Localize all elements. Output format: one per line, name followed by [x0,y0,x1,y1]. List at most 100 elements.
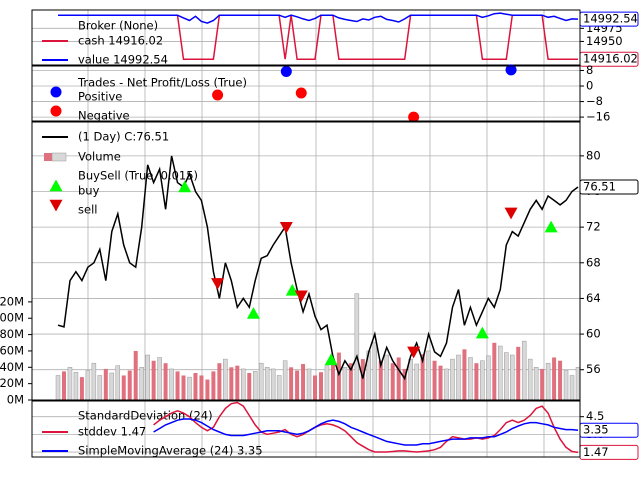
volume-bar [521,340,527,401]
volume-bar [552,357,557,400]
y-tick-label: 8 [586,63,593,77]
value-box-label: 1.47 [583,445,609,459]
legend-swatch [49,179,63,192]
sell-marker [504,207,518,220]
volume-tick-label: 60M [0,343,24,357]
sell-marker [211,278,225,290]
volume-bar [348,363,353,400]
volume-bar [563,370,569,401]
volume-bar [402,368,407,400]
volume-bar [199,375,204,400]
volume-bar [533,367,539,401]
y-tick-label: −16 [586,110,610,124]
volume-bar [486,355,491,401]
buy-marker [324,353,338,366]
y-tick-label: 80 [586,148,601,162]
volume-bar [426,350,431,401]
sell-marker [294,290,308,303]
volume-bar [55,375,61,401]
value-box-label: 76.51 [583,179,616,193]
volume-bar [336,352,341,400]
volume-bar [516,346,521,400]
value-box-label: 3.35 [583,423,609,437]
legend-label: Positive [78,90,122,104]
legend-label: SimpleMovingAverage (24) 3.35 [78,444,263,458]
volume-bar [205,379,210,400]
buy-marker [246,307,260,319]
volume-tick-label: 40M [0,360,24,374]
y-tick-label: 56 [586,362,601,376]
series-line [153,418,579,446]
volume-bar [324,365,330,401]
trade-point [505,64,517,76]
volume-bar [480,360,485,401]
buy-marker [178,180,192,193]
volume-bar [450,358,455,401]
volume-bar [103,368,108,400]
volume-bar [569,375,575,401]
volume-bar [264,367,270,401]
y-tick-label: 72 [586,220,601,234]
volume-tick-label: 0M [7,393,24,407]
legend-title: Trades - Net Profit/Loss (True) [77,76,247,90]
buy-marker [544,220,558,233]
volume-bar [462,349,467,400]
volume-bar [252,371,258,401]
legend-swatch [49,199,63,212]
y-tick-label: 64 [586,291,601,305]
trade-point [408,111,420,123]
volume-bar [510,354,515,401]
volume-bar [360,359,365,400]
volume-bar [247,373,252,400]
y-tick-label: 14950 [586,34,623,48]
panel-background [32,401,580,457]
volume-bar [270,368,276,401]
volume-bar [432,360,437,400]
legend-swatch [50,86,62,98]
volume-bar [527,358,533,401]
series-line [153,401,579,454]
trade-point [295,87,307,99]
volume-bar [85,370,91,401]
volume-bar [229,367,234,400]
buy-marker [285,283,299,296]
y-tick-label: 0 [586,79,593,93]
volume-bar [157,357,162,401]
volume-bar [235,365,240,400]
legend-label: sell [78,203,97,217]
volume-bar [175,371,180,400]
volume-bar [318,372,323,400]
volume-bar [258,362,264,401]
legend-label: stddev 1.47 [78,425,146,439]
volume-tick-label: 20M [0,376,24,390]
value-box-label: 14916.02 [583,52,638,66]
volume-bar [558,360,563,400]
volume-bar [456,354,461,401]
volume-bar [474,363,479,400]
volume-bar [306,368,312,401]
trade-point [280,65,292,77]
volume-bar [61,371,66,400]
volume-bar [396,357,401,400]
legend-label: Negative [78,109,130,123]
volume-bar [133,350,138,400]
volume-bar [127,370,132,400]
panel-frame [31,9,581,66]
volume-bar [330,359,335,400]
series-line [57,155,579,381]
volume-bar [151,360,156,400]
volume-bar [79,377,84,400]
volume-bar [73,371,79,401]
volume-bar [223,358,228,401]
volume-bar [444,368,449,401]
volume-bar [468,357,473,401]
y-tick-label: 68 [586,255,601,269]
legend-swatch [44,153,52,161]
legend-label: value 14992.54 [78,53,168,67]
volume-bar [498,345,503,401]
value-box-label: 14992.54 [583,12,638,26]
legend-swatch [51,152,67,162]
volume-bar [545,362,551,401]
volume-tick-label: 100M [0,311,24,325]
volume-bar [276,375,282,401]
